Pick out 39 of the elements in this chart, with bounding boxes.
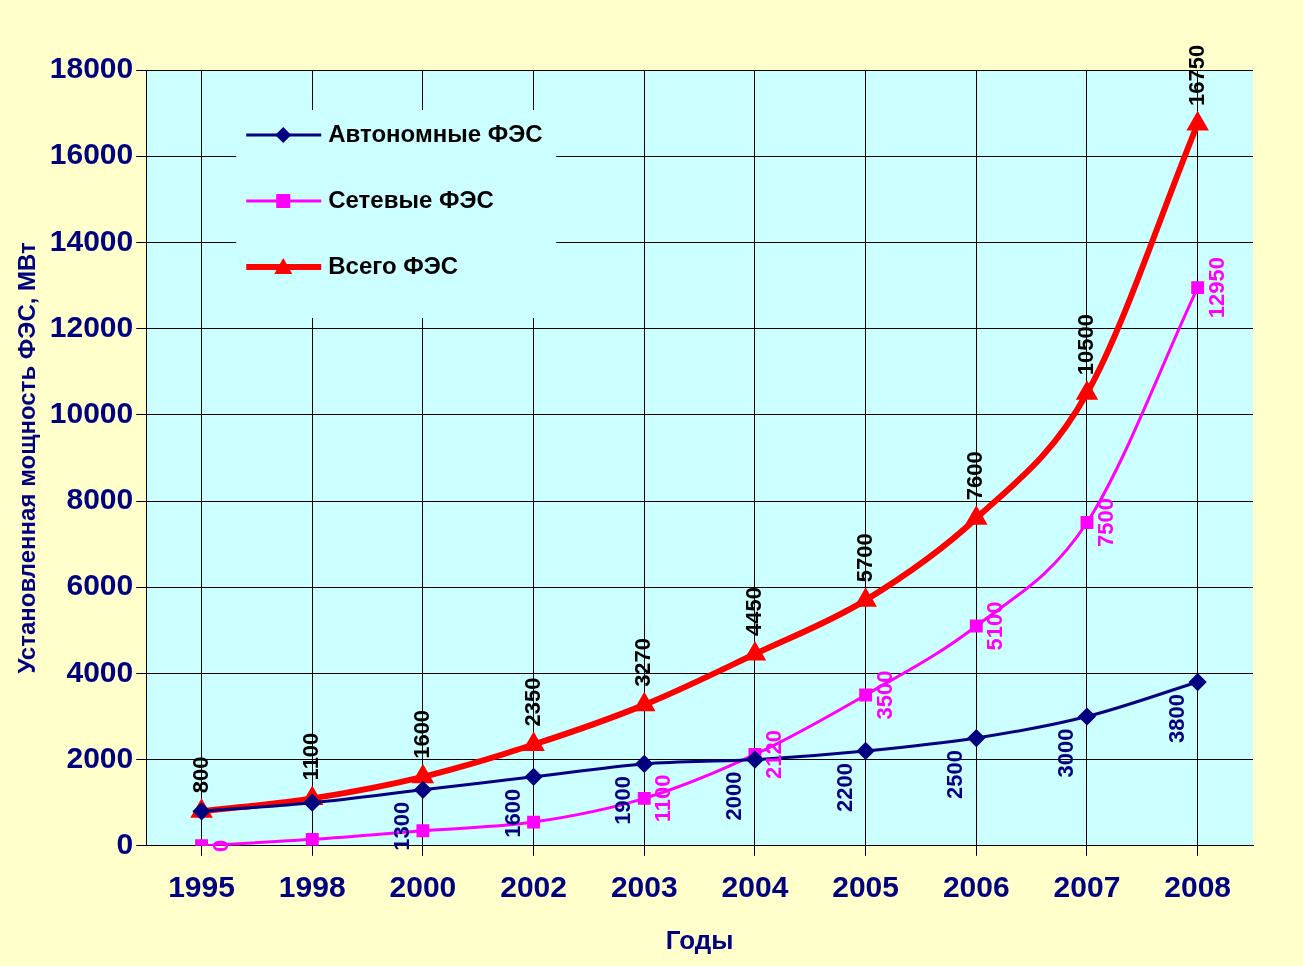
data-label: 2350 (519, 677, 545, 727)
y-tick-label: 16000 (49, 137, 134, 171)
x-tick-label: 2004 (721, 870, 789, 904)
y-tick-label: 12000 (49, 309, 134, 343)
x-tick-label: 2005 (832, 870, 899, 904)
data-label: 16750 (1183, 44, 1209, 106)
legend-label: Всего ФЭС (328, 251, 459, 279)
y-tick-label: 8000 (66, 482, 134, 516)
x-tick-label: 2000 (389, 870, 457, 904)
y-tick-label: 6000 (66, 568, 134, 602)
data-label: 3800 (1163, 694, 1189, 743)
x-tick-label: 2003 (610, 870, 678, 904)
data-label: 2200 (831, 762, 857, 812)
legend-label: Сетевые ФЭС (328, 185, 494, 213)
x-tick-label: 2007 (1053, 870, 1121, 904)
y-tick-label: 4000 (66, 654, 134, 688)
x-tick-label: 1995 (168, 870, 235, 904)
data-label: 2500 (942, 750, 968, 799)
x-tick-label: 2006 (942, 870, 1010, 904)
data-label: 1600 (499, 788, 525, 838)
y-tick-label: 18000 (49, 51, 134, 85)
y-tick-label: 10000 (49, 396, 134, 430)
data-label: 1900 (610, 775, 636, 825)
data-label: 1100 (650, 774, 676, 823)
data-label: 2000 (721, 771, 747, 821)
x-tick-label: 1998 (278, 870, 346, 904)
x-tick-label: 2002 (500, 870, 567, 904)
y-tick-label: 2000 (66, 740, 134, 774)
y-tick-label: 0 (116, 827, 134, 861)
data-label: 12950 (1203, 257, 1229, 319)
x-tick-label: 2008 (1164, 870, 1232, 904)
x-axis-title: Годы (665, 924, 734, 955)
data-label: 2120 (761, 729, 787, 779)
data-label: 1300 (388, 801, 414, 851)
y-axis-title: Установленная мощность ФЭС, МВт (13, 241, 41, 674)
data-label: 3000 (1053, 728, 1079, 778)
y-tick-label: 14000 (49, 223, 134, 257)
data-label: 7500 (1093, 498, 1119, 548)
legend-label: Автономные ФЭС (328, 119, 543, 147)
